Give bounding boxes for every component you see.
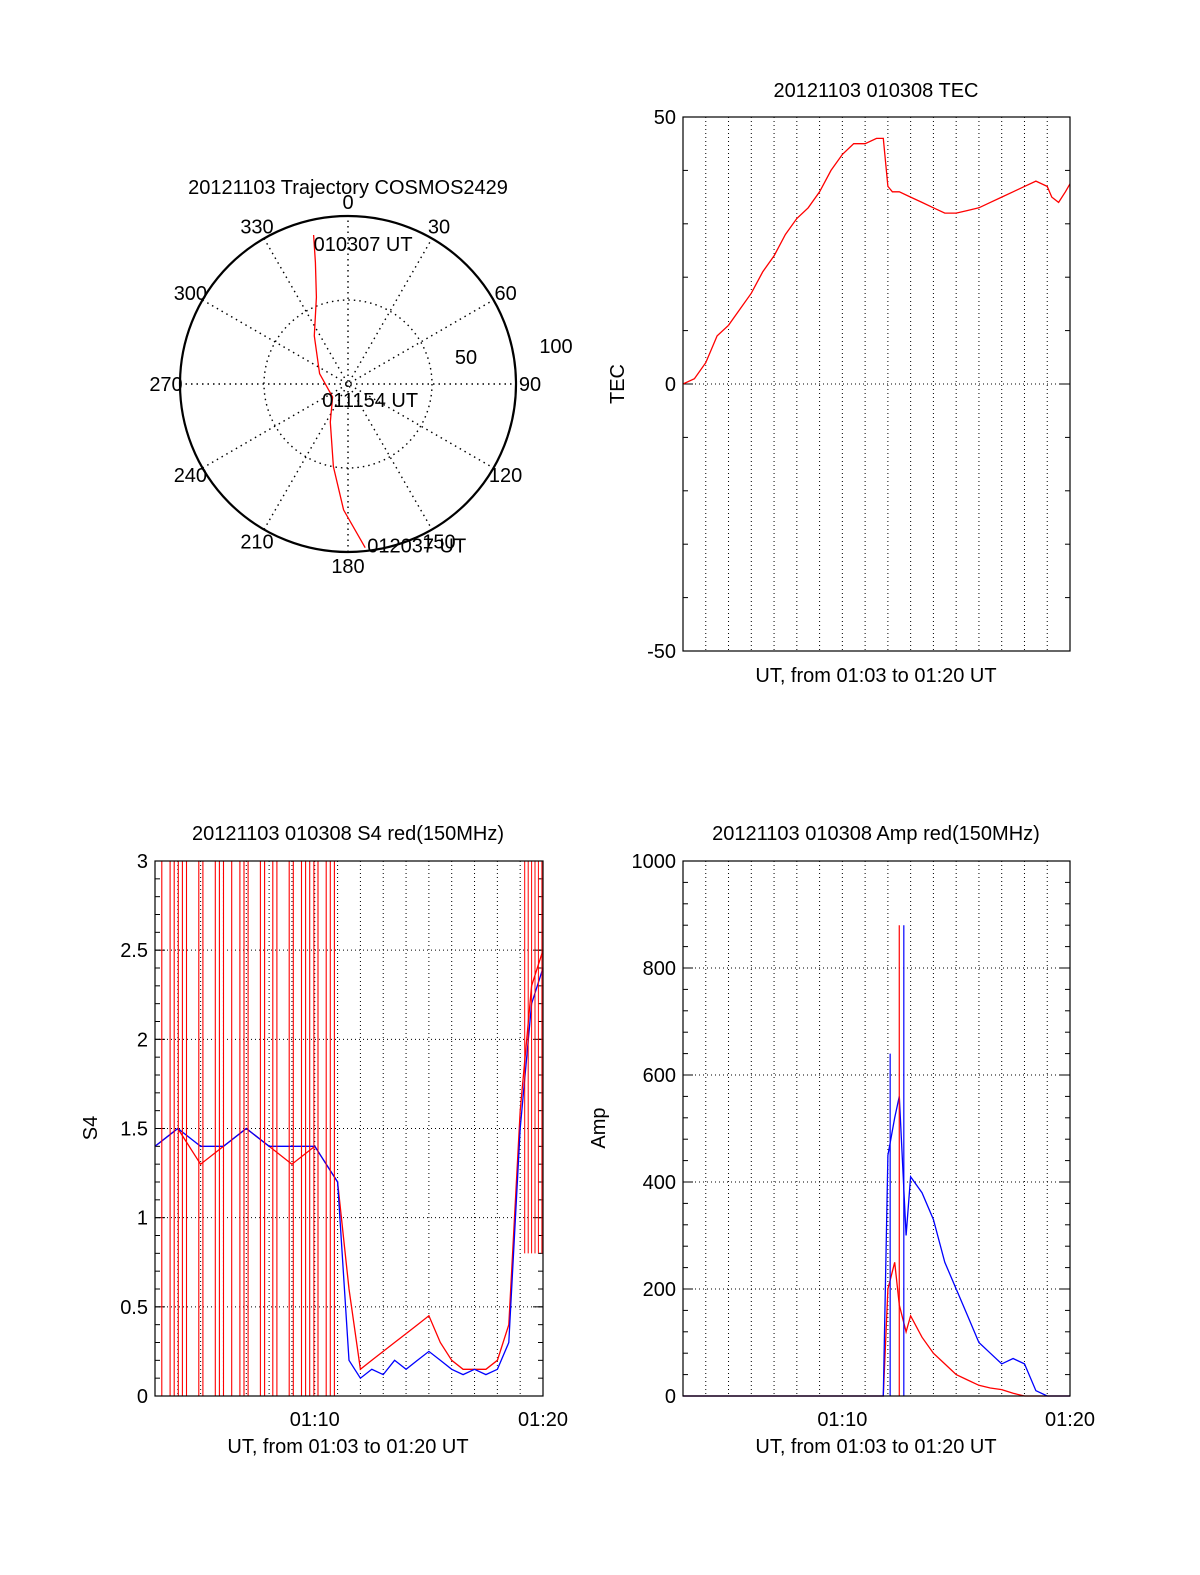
y-tick-label: 3 [137, 851, 148, 873]
polar-angle-label: 210 [240, 532, 273, 554]
x-tick-label: 01:10 [290, 1409, 340, 1431]
s4-y-axis-label: S4 [80, 1116, 102, 1140]
blue-series-line [683, 1096, 1070, 1397]
y-tick-label: -50 [647, 641, 676, 663]
red-series-line [683, 1262, 1070, 1397]
y-tick-label: 0 [665, 1386, 676, 1408]
polar-angle-label: 150 [422, 532, 455, 554]
amp-plot-frame [682, 860, 1071, 1397]
polar-spoke [263, 238, 433, 530]
polar-angle-label: 180 [331, 556, 364, 578]
amp-title: 20121103 010308 Amp red(150MHz) [712, 823, 1040, 845]
polar-spoke [202, 299, 494, 469]
trajectory-polar-plot: 20121103 Trajectory COSMOS2429 0 30 60 90 12… [149, 177, 572, 578]
s4-chart: 20121103 010308 S4 red(150MHz) UT, from … [80, 823, 568, 1458]
y-tick-label: 0.5 [120, 1297, 148, 1319]
tec-x-axis-label: UT, from 01:03 to 01:20 UT [755, 665, 996, 687]
tec-y-axis-label: TEC [607, 364, 629, 404]
blue-series-line [154, 967, 544, 1380]
y-tick-label: 1 [137, 1208, 148, 1230]
tec-title: 20121103 010308 TEC [774, 80, 979, 102]
polar-radial-labels: 50 100 [455, 336, 573, 369]
polar-angle-label: 300 [174, 283, 207, 305]
polar-angle-label: 270 [149, 374, 182, 396]
amp-tick-labels: 0 200 400 600 800 1000 01:10 01:20 [632, 851, 1096, 1431]
polar-spoke [263, 238, 433, 530]
red-series-line [154, 950, 544, 1371]
s4-x-axis-label: UT, from 01:03 to 01:20 UT [227, 1436, 468, 1458]
amp-x-axis-label: UT, from 01:03 to 01:20 UT [755, 1436, 996, 1458]
trajectory-time-label: 010307 UT [314, 234, 413, 256]
amp-y-axis-label: Amp [588, 1107, 610, 1148]
y-tick-label: 400 [643, 1172, 676, 1194]
y-tick-label: 1.5 [120, 1119, 148, 1141]
y-tick-label: 200 [643, 1279, 676, 1301]
tec-grid [683, 116, 1070, 652]
amp-chart: 20121103 010308 Amp red(150MHz) UT, from… [588, 823, 1095, 1458]
polar-grid [178, 214, 518, 554]
amp-series [683, 925, 1070, 1397]
y-tick-label: 800 [643, 958, 676, 980]
polar-angle-label: 60 [494, 283, 516, 305]
red-series-line [682, 137, 1071, 385]
y-tick-label: 600 [643, 1065, 676, 1087]
x-tick-label: 01:20 [1045, 1409, 1095, 1431]
trajectory-time-labels: 010307 UT 011154 UT 012037 UT [314, 234, 467, 558]
y-tick-label: 2.5 [120, 940, 148, 962]
s4-grid [155, 860, 543, 1397]
y-tick-label: 50 [654, 107, 676, 129]
trajectory-time-label: 012037 UT [367, 536, 466, 558]
polar-spoke [202, 299, 494, 469]
polar-radial-label: 100 [539, 336, 572, 358]
amp-grid [683, 860, 1070, 1397]
s4-plot-frame [154, 860, 544, 1397]
x-tick-label: 01:10 [817, 1409, 867, 1431]
tec-series [682, 137, 1071, 385]
polar-radial-label: 50 [455, 347, 477, 369]
s4-title: 20121103 010308 S4 red(150MHz) [192, 823, 504, 845]
polar-angle-label: 240 [174, 465, 207, 487]
trajectory-time-label: 011154 UT [322, 390, 418, 412]
y-tick-label: 0 [137, 1386, 148, 1408]
polar-angle-label: 90 [519, 374, 541, 396]
y-tick-label: 0 [665, 374, 676, 396]
tec-chart: 20121103 010308 TEC UT, from 01:03 to 01… [607, 80, 1071, 687]
s4-tick-labels: 0 0.5 1 1.5 2 2.5 3 01:10 01:20 [120, 851, 568, 1431]
trajectory-track [312, 234, 366, 549]
polar-angle-label: 30 [428, 216, 450, 238]
y-tick-label: 2 [137, 1029, 148, 1051]
y-tick-label: 1000 [632, 851, 677, 873]
polar-angle-label: 120 [489, 465, 522, 487]
trajectory-title: 20121103 Trajectory COSMOS2429 [188, 177, 508, 199]
x-tick-label: 01:20 [518, 1409, 568, 1431]
s4-series [154, 861, 544, 1396]
polar-inner-ring [263, 299, 433, 469]
polar-angle-labels: 0 30 60 90 120 150 180 210 240 270 300 330 [149, 192, 541, 578]
polar-angle-label: 330 [240, 216, 273, 238]
tec-tick-labels: 50 0 -50 [647, 107, 676, 663]
tec-plot-frame [682, 116, 1071, 652]
polar-angle-label: 0 [342, 192, 353, 214]
trajectory-line [312, 234, 366, 549]
